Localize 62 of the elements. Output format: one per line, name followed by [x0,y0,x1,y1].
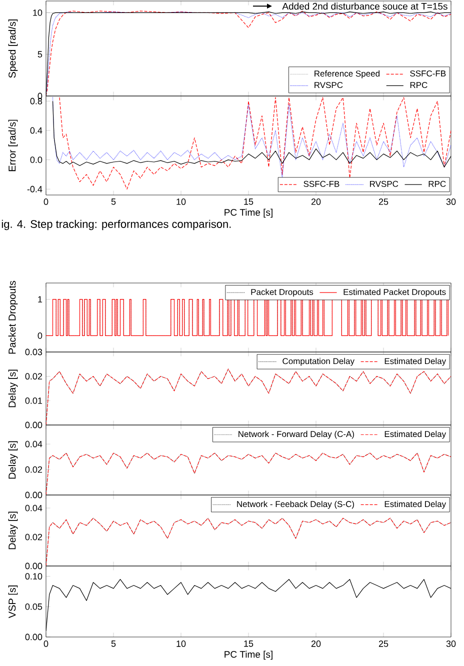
annotation: Added 2nd disturbance souce at T=15s [282,2,448,10]
legend-label: RVSPC [370,180,398,187]
y-tick-label: -0.4 [27,186,42,192]
legend-label: Network - Forward Delay (C-A) [238,430,354,439]
legend-label: Network - Feeback Delay (S-C) [237,500,354,509]
y-tick-label: 0.4 [30,127,42,134]
y-axis-title: Packet Dropouts [8,280,18,354]
y-tick-label: 0.0 [30,156,42,163]
x-tick-label: 5 [111,640,116,647]
x-tick-label: 10 [176,198,186,205]
y-axis-title: Speed [rad/s] [8,19,18,78]
y-tick-label: 1 [38,296,42,302]
x-tick-label: 0 [44,640,48,647]
y-tick-label: 0.00 [25,634,42,640]
y-tick-label: 0.01 [25,397,42,404]
y-axis-title: Delay [s] [8,512,18,550]
legend-label: Estimated Delay [384,358,446,366]
y-tick-label: 0.00 [25,492,42,498]
y-axis-title: Delay [s] [8,370,18,408]
legend-label: Estimated Delay [384,430,446,439]
x-tick-label: 20 [311,640,321,647]
legend-label: SSFC-FB [410,70,446,76]
y-tick-label: 0.04 [25,504,42,512]
legend-label: RVSPC [314,82,343,88]
y-tick-label: 0.00 [25,562,42,570]
legend-label: Reference Speed [314,70,380,78]
x-axis-title: PC Time [s] [224,208,272,218]
y-tick-label: 0.02 [25,534,42,540]
y-tick-label: 0.04 [25,440,42,448]
legend-label: Computation Delay [282,358,354,366]
legend-label: Estimated Packet Dropouts [344,288,446,297]
y-tick-label: 5 [38,51,42,58]
y-tick-label: 0.10 [25,573,42,580]
x-axis-title: PC Time [s] [224,650,272,660]
y-axis-title: VSP [s] [8,586,18,618]
y-tick-label: 10 [33,9,42,16]
x-tick-label: 15 [244,198,254,205]
x-tick-label: 30 [446,198,456,205]
x-tick-label: 25 [378,640,388,647]
y-tick-label: 0.02 [25,373,42,380]
y-tick-label: 0.00 [25,422,42,428]
y-tick-label: 0.05 [25,603,42,610]
x-tick-label: 5 [111,198,116,205]
x-tick-label: 25 [378,198,388,205]
y-tick-label: 0 [38,332,42,339]
x-tick-label: 15 [244,640,254,647]
y-tick-label: 0.03 [25,348,42,356]
x-tick-label: 0 [44,198,48,205]
legend-label: RPC [410,82,428,88]
x-tick-label: 10 [176,640,186,647]
y-axis-title: Delay [s] [8,441,18,479]
text: ig. 4. Step tracking: performances comparison. [2,220,231,230]
legend-label: Estimated Delay [384,500,446,509]
x-tick-label: 30 [446,640,456,647]
y-tick-label: 0 [38,92,42,100]
legend-label: SSFC-FB [304,180,340,187]
legend-label: RPC [428,180,446,187]
y-axis-title: Error [rad/s] [8,120,18,172]
y-tick-label: 0.8 [30,98,42,104]
legend-label: Packet Dropouts [251,288,314,297]
x-tick-label: 20 [311,198,321,205]
y-tick-label: 0.02 [25,466,42,473]
